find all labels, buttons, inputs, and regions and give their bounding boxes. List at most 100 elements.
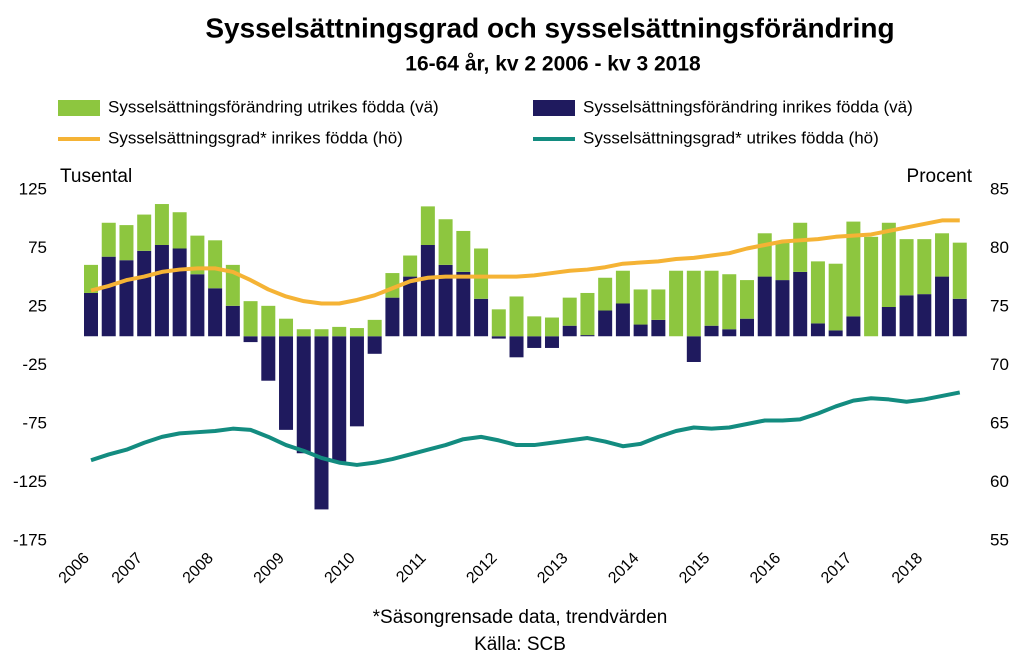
bar bbox=[509, 336, 524, 358]
bar bbox=[474, 248, 489, 299]
y-tick-label: -75 bbox=[22, 413, 47, 432]
bar bbox=[917, 294, 932, 337]
bar bbox=[580, 292, 595, 336]
footnote: *Säsongrensade data, trendvärden bbox=[373, 607, 668, 628]
bar bbox=[84, 264, 98, 293]
bar bbox=[757, 233, 772, 277]
x-tick-label: 2018 bbox=[889, 550, 926, 587]
bar bbox=[527, 316, 542, 337]
bar bbox=[757, 276, 772, 337]
bar bbox=[314, 336, 329, 510]
bar bbox=[740, 280, 755, 319]
source: Källa: SCB bbox=[474, 634, 566, 655]
bar bbox=[279, 318, 294, 337]
bar bbox=[775, 242, 790, 281]
bar bbox=[438, 264, 453, 337]
bar bbox=[828, 330, 843, 337]
bar bbox=[385, 297, 400, 337]
y-tick-label: -175 bbox=[13, 530, 47, 549]
bar bbox=[208, 288, 223, 337]
bar bbox=[615, 270, 630, 304]
bar bbox=[332, 336, 347, 462]
y2-tick-label: 85 bbox=[990, 179, 1009, 198]
bar bbox=[261, 305, 276, 337]
x-tick-label: 2013 bbox=[534, 550, 571, 587]
legend-label: Sysselsättningsgrad* inrikes födda (hö) bbox=[108, 128, 403, 147]
x-tick-label: 2006 bbox=[56, 550, 93, 587]
y2-tick-label: 55 bbox=[990, 530, 1009, 549]
bar bbox=[952, 298, 967, 337]
bar bbox=[509, 296, 524, 337]
bar bbox=[101, 256, 116, 337]
line bbox=[90, 218, 960, 306]
bar bbox=[793, 271, 808, 337]
x-tick-label: 2016 bbox=[747, 550, 784, 587]
bar bbox=[775, 280, 790, 337]
y2-axis-label: Procent bbox=[907, 166, 973, 187]
bar bbox=[615, 303, 630, 337]
x-tick-label: 2010 bbox=[322, 550, 359, 587]
bar bbox=[633, 324, 648, 337]
y-tick-label: -25 bbox=[22, 355, 47, 374]
bar bbox=[810, 261, 825, 324]
bar bbox=[101, 222, 116, 257]
bar bbox=[722, 274, 737, 330]
legend-label: Sysselsättningsgrad* utrikes födda (hö) bbox=[583, 128, 879, 147]
bar bbox=[314, 329, 329, 337]
bar bbox=[190, 274, 205, 337]
chart-subtitle: 16-64 år, kv 2 2006 - kv 3 2018 bbox=[405, 53, 701, 76]
bar bbox=[952, 242, 967, 299]
bar bbox=[349, 336, 364, 427]
bar bbox=[793, 222, 808, 272]
bar bbox=[935, 276, 950, 337]
bar bbox=[367, 336, 382, 354]
bar bbox=[864, 236, 879, 337]
bar bbox=[686, 336, 701, 362]
bar bbox=[686, 270, 701, 337]
legend-swatch bbox=[533, 100, 575, 116]
bar bbox=[208, 240, 223, 289]
bar bbox=[474, 298, 489, 337]
bar bbox=[491, 336, 506, 339]
bar bbox=[598, 310, 613, 337]
bar bbox=[580, 335, 595, 337]
bar bbox=[722, 329, 737, 337]
bar bbox=[296, 336, 311, 454]
bar bbox=[438, 219, 453, 265]
bar bbox=[899, 239, 914, 296]
legend-label: Sysselsättningsförändring utrikes födda … bbox=[108, 97, 439, 116]
bar bbox=[420, 244, 435, 337]
bar bbox=[367, 319, 382, 337]
bar bbox=[562, 297, 577, 326]
bar bbox=[349, 328, 364, 337]
x-tick-label: 2015 bbox=[676, 550, 713, 587]
legend-label: Sysselsättningsförändring inrikes födda … bbox=[583, 97, 913, 116]
bar bbox=[403, 255, 418, 277]
y-tick-label: 125 bbox=[19, 179, 47, 198]
bar bbox=[172, 248, 187, 337]
bar bbox=[225, 305, 240, 337]
x-tick-label: 2011 bbox=[393, 550, 429, 586]
bar bbox=[846, 221, 861, 317]
bar bbox=[935, 233, 950, 277]
bar bbox=[137, 214, 152, 251]
bar bbox=[456, 230, 471, 272]
x-tick-label: 2008 bbox=[180, 550, 217, 587]
bar bbox=[84, 292, 98, 337]
bar bbox=[651, 289, 666, 320]
bar bbox=[296, 329, 311, 337]
line bbox=[90, 390, 961, 467]
bar bbox=[332, 326, 347, 337]
bar bbox=[669, 270, 684, 337]
x-tick-label: 2009 bbox=[251, 550, 288, 587]
legend-swatch bbox=[58, 100, 100, 116]
bar bbox=[243, 301, 258, 337]
bar bbox=[544, 336, 559, 348]
bar bbox=[420, 206, 435, 245]
bar bbox=[491, 309, 506, 337]
y-tick-label: 75 bbox=[28, 238, 47, 257]
bar bbox=[243, 336, 258, 343]
bar bbox=[562, 325, 577, 337]
y2-tick-label: 65 bbox=[990, 413, 1009, 432]
